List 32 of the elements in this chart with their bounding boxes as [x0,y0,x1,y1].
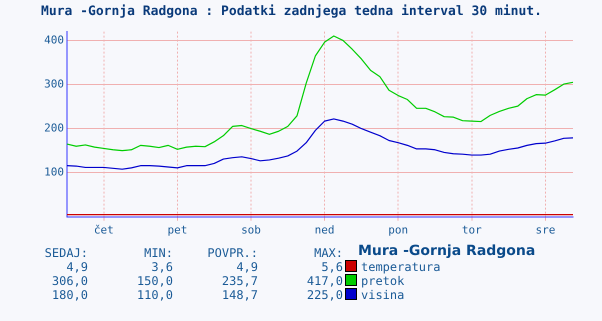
chart-title: Mura -Gornja Radgona : Podatki zadnjega tedna interval 30 minut. [41,4,542,20]
text: 306,0 [50,274,88,288]
text: 225,0 [306,288,343,302]
y-tick-label: 400 [44,33,64,46]
x-tick-label: sre [535,223,556,236]
y-tick-label: 200 [44,121,64,134]
text: 235,7 [220,274,258,288]
legend-title: Mura -Gornja Radgona [358,243,536,259]
legend-label: pretok [360,274,404,288]
text: 417,0 [306,274,343,288]
text: 4,9 [65,260,88,274]
text: 148,7 [220,288,258,302]
x-tick-label: tor [462,223,482,236]
text: POVPR.: [206,246,258,260]
text: 150,0 [136,274,173,288]
x-tick-label: čet [94,223,114,236]
text: 3,6 [150,260,173,274]
text: 110,0 [136,288,173,302]
legend-label: temperatura [360,260,440,274]
y-tick-label: 300 [44,77,64,90]
legend-label: visina [360,288,404,302]
x-tick-label: pon [388,223,408,236]
x-tick-label: pet [167,223,188,236]
text: SEDAJ: [44,246,88,260]
x-tick-label: sob [241,223,261,236]
text: 4,9 [235,260,258,274]
x-tick-label: ned [314,223,335,236]
text: MAX: [313,246,343,260]
text: MIN: [143,246,173,260]
y-tick-label: 100 [44,166,64,179]
text: 180,0 [50,288,88,302]
text: 5,6 [320,260,343,274]
